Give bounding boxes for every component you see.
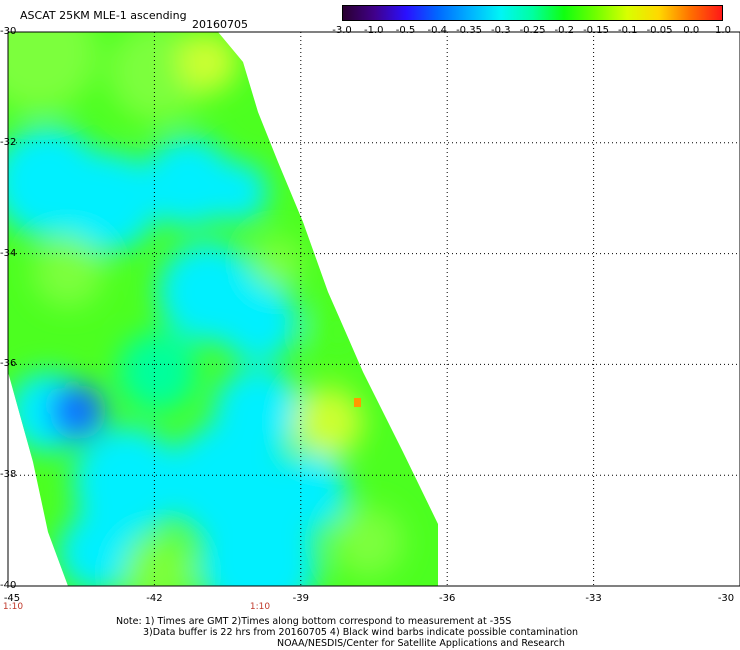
longitude-label: -33: [585, 593, 602, 604]
colorbar-label: -0.25: [519, 25, 546, 36]
time-label: 1:10: [2, 602, 24, 612]
swath-blob: [198, 502, 318, 586]
colorbar-label: 0.0: [683, 25, 700, 36]
chart-date: 20160705: [192, 18, 248, 31]
latitude-label: -30: [0, 26, 17, 37]
colorbar-label: 1.0: [715, 25, 731, 36]
latitude-label: -40: [0, 580, 17, 591]
note-line-1: Note: 1) Times are GMT 2)Times along bot…: [116, 616, 512, 627]
colorbar-label: -3.0: [332, 25, 352, 36]
latitude-label: -38: [0, 469, 17, 481]
longitude-label: -45: [3, 593, 21, 604]
latitude-label: -36: [0, 358, 17, 370]
chart-title: ASCAT 25KM MLE-1 ascending: [20, 9, 187, 22]
swath-blob: [58, 512, 138, 586]
note-line-2: 3)Data buffer is 22 hrs from 20160705 4)…: [143, 627, 579, 638]
swath-blob: [293, 387, 363, 457]
longitude-label: -30: [717, 593, 735, 604]
longitude-label: -36: [439, 593, 456, 604]
swath-blob: [218, 282, 298, 362]
lat-lon-grid: [8, 32, 740, 586]
swath-blob: [73, 427, 183, 537]
latitude-label: -34: [0, 247, 17, 259]
colorbar-label: -0.4: [427, 25, 448, 36]
swath-blob: [253, 237, 303, 287]
swath-blob: [58, 152, 158, 252]
swath-data: [8, 32, 438, 586]
swath-blob: [178, 32, 238, 92]
swath-blob: [54, 388, 82, 416]
swath-blob: [308, 302, 368, 362]
colorbar-label: -0.5: [395, 25, 416, 36]
colorbar-label: -0.35: [456, 25, 482, 36]
longitude-label: -42: [146, 593, 163, 604]
swath-blob: [143, 137, 233, 227]
colorbar-label: -0.2: [554, 25, 575, 36]
swath-blob: [208, 162, 268, 222]
swath-blob: [33, 237, 103, 307]
latitude-label: -32: [0, 136, 17, 148]
colorbar-label: -0.05: [646, 25, 673, 36]
note-line-3: NOAA/NESDIS/Center for Satellite Applica…: [277, 638, 565, 649]
swath-blob: [123, 537, 193, 586]
time-label: 1:10: [249, 602, 271, 612]
swath-blob: [8, 32, 98, 112]
colorbar-label: -0.3: [490, 25, 511, 36]
colorbar-label: -1.0: [363, 25, 384, 36]
swath-blob: [333, 507, 403, 577]
colorbar-label: -0.1: [617, 25, 638, 36]
swath-map: [7, 31, 740, 587]
swath-blob: [118, 332, 198, 412]
swath-hotspot: [354, 398, 361, 407]
longitude-label: -39: [292, 593, 309, 604]
colorbar: [342, 5, 723, 21]
colorbar-label: -0.15: [583, 25, 609, 36]
